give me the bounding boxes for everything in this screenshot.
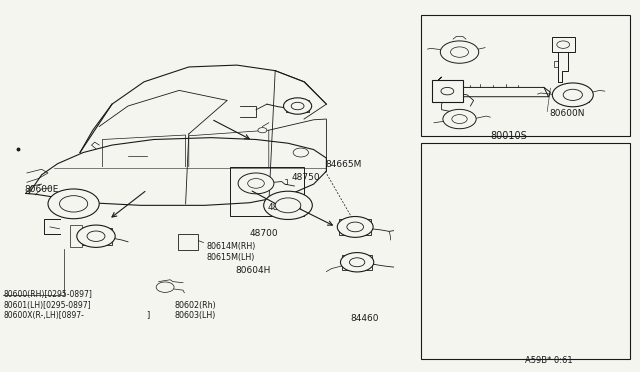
- Circle shape: [347, 222, 364, 232]
- Circle shape: [441, 87, 454, 95]
- Circle shape: [552, 83, 593, 107]
- Bar: [552, 37, 575, 52]
- Bar: [445, 46, 474, 58]
- Circle shape: [557, 41, 570, 48]
- Bar: [421, 15, 630, 136]
- Circle shape: [258, 128, 267, 133]
- Circle shape: [440, 41, 479, 63]
- Text: 80600X(R-,LH)[0897-: 80600X(R-,LH)[0897-: [3, 311, 84, 320]
- Circle shape: [451, 47, 468, 57]
- Text: 84460: 84460: [351, 314, 380, 323]
- Circle shape: [264, 191, 312, 219]
- Circle shape: [563, 89, 582, 100]
- Bar: [557, 88, 589, 102]
- Bar: [432, 80, 463, 102]
- Circle shape: [60, 196, 88, 212]
- Circle shape: [443, 109, 476, 129]
- Text: 80604H: 80604H: [236, 266, 271, 275]
- Circle shape: [452, 115, 467, 124]
- Bar: [70, 225, 82, 247]
- Bar: [246, 179, 266, 188]
- Circle shape: [284, 98, 312, 114]
- Text: 80615M(LH): 80615M(LH): [206, 253, 255, 262]
- Text: 80600E: 80600E: [24, 185, 59, 194]
- Circle shape: [238, 173, 274, 194]
- Circle shape: [291, 102, 304, 110]
- Text: 48700: 48700: [250, 229, 278, 238]
- Text: 80614M(RH): 80614M(RH): [206, 242, 255, 251]
- Text: 80600(RH)[0295-0897]: 80600(RH)[0295-0897]: [3, 291, 92, 299]
- Text: 80010S: 80010S: [490, 131, 527, 141]
- Circle shape: [77, 225, 115, 247]
- Circle shape: [87, 231, 105, 241]
- Text: 80602(Rh): 80602(Rh): [174, 301, 216, 310]
- Text: 48750: 48750: [291, 173, 320, 182]
- Circle shape: [156, 282, 174, 292]
- Circle shape: [248, 179, 264, 188]
- Bar: [339, 219, 371, 235]
- Text: ]: ]: [146, 311, 149, 320]
- Bar: [342, 255, 372, 270]
- Text: 80601(LH)[0295-0897]: 80601(LH)[0295-0897]: [3, 301, 91, 310]
- Text: 80603(LH): 80603(LH): [174, 311, 216, 320]
- Text: 48700A: 48700A: [268, 203, 302, 212]
- Bar: [286, 100, 309, 112]
- Circle shape: [340, 253, 374, 272]
- Bar: [447, 114, 472, 124]
- Circle shape: [48, 189, 99, 219]
- Circle shape: [275, 198, 301, 213]
- Bar: [421, 143, 630, 359]
- Bar: [230, 167, 304, 216]
- Circle shape: [349, 258, 365, 267]
- Bar: [80, 228, 112, 245]
- Circle shape: [293, 148, 308, 157]
- Text: 84665M: 84665M: [325, 160, 362, 169]
- Text: 80600N: 80600N: [549, 109, 584, 118]
- Text: A59B* 0:61: A59B* 0:61: [525, 356, 572, 365]
- Circle shape: [337, 217, 373, 237]
- Bar: [178, 234, 198, 250]
